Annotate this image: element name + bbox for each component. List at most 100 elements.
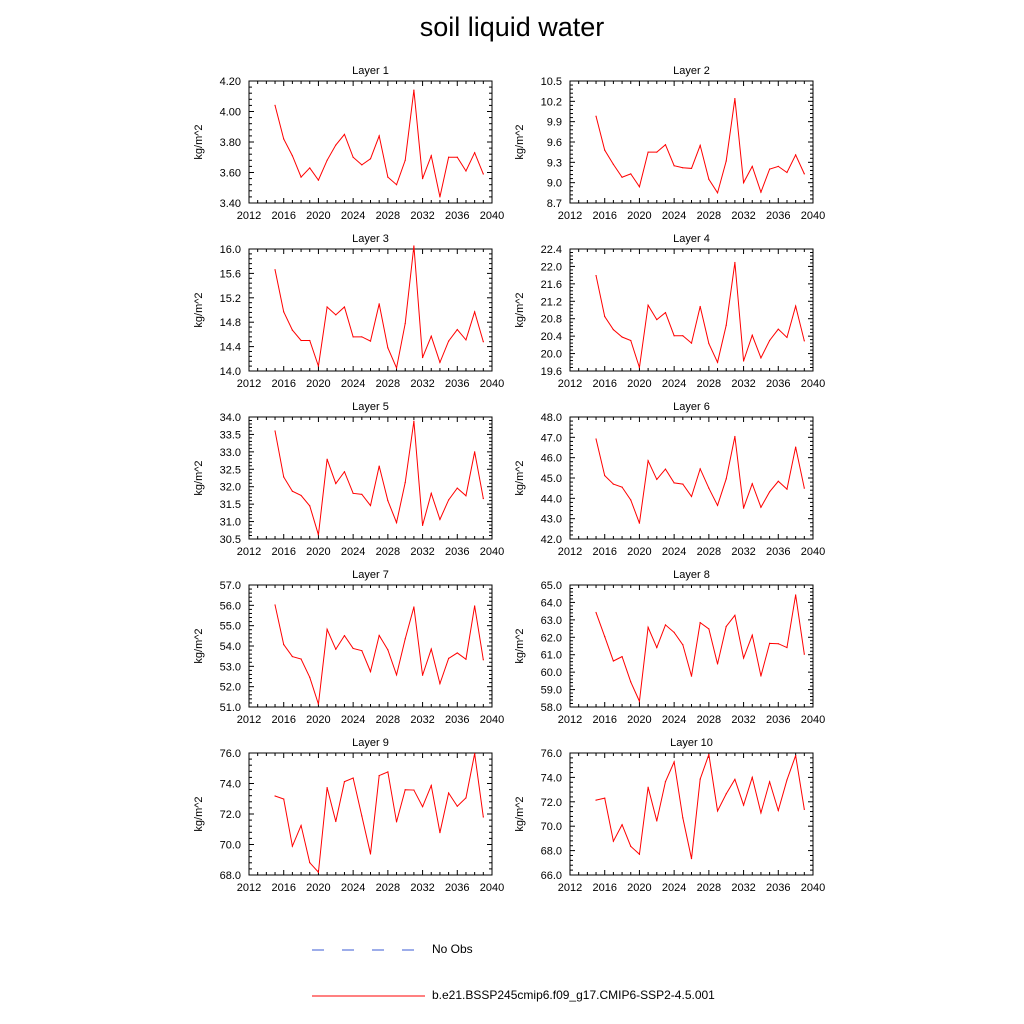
x-tick-label: 2016 xyxy=(592,882,616,894)
y-tick-label: 14.4 xyxy=(220,342,241,354)
x-tick-label: 2016 xyxy=(271,882,295,894)
data-point xyxy=(465,495,467,497)
y-tick-label: 4.20 xyxy=(220,76,241,88)
x-tick-label: 2012 xyxy=(558,210,582,222)
data-point xyxy=(317,365,320,367)
x-tick-label: 2040 xyxy=(801,546,825,558)
y-tick-label: 45.0 xyxy=(541,473,562,485)
data-point xyxy=(760,191,762,193)
x-tick-label: 2028 xyxy=(376,546,400,558)
data-point xyxy=(439,683,441,685)
data-point xyxy=(309,167,311,169)
x-tick-label: 2036 xyxy=(766,546,790,558)
data-point xyxy=(630,681,632,683)
data-point xyxy=(690,342,693,344)
series-line xyxy=(595,594,805,704)
data-point xyxy=(378,303,380,305)
x-tick-label: 2036 xyxy=(766,882,790,894)
panel-layer-9: Layer 9 kg/m^2 2012 2016 2020 2024 2028 2032 203… xyxy=(193,737,504,894)
data-point xyxy=(395,522,398,524)
data-point xyxy=(795,446,797,448)
x-tick-label: 2016 xyxy=(592,714,616,726)
x-tick-label: 2012 xyxy=(558,378,582,390)
data-point xyxy=(664,312,667,314)
data-point xyxy=(725,625,727,628)
y-tick-label: 21.6 xyxy=(541,279,562,291)
x-tick-label: 2024 xyxy=(341,546,365,558)
plot-frame xyxy=(248,752,493,876)
x-tick-label: 2012 xyxy=(237,378,261,390)
data-point xyxy=(716,192,719,194)
data-point xyxy=(621,176,623,178)
data-point xyxy=(734,435,736,438)
panel-title: Layer 1 xyxy=(352,65,389,77)
data-point xyxy=(482,816,484,818)
x-tick-label: 2028 xyxy=(697,210,721,222)
x-tick-label: 2032 xyxy=(410,546,434,558)
panel-layer-10: Layer 10 kg/m^2 2012 2016 2020 2024 2028 2032 20… xyxy=(514,737,825,894)
x-tick-label: 2028 xyxy=(697,882,721,894)
x-tick-label: 2020 xyxy=(627,210,651,222)
data-point xyxy=(361,336,363,338)
data-point xyxy=(387,347,389,349)
y-tick-label: 46.0 xyxy=(541,453,562,465)
y-tick-label: 33.0 xyxy=(220,447,241,459)
x-tick-label: 2016 xyxy=(271,378,295,390)
data-point xyxy=(656,646,658,649)
x-tick-label: 2032 xyxy=(731,546,755,558)
data-point xyxy=(404,789,406,791)
data-point xyxy=(300,658,302,660)
data-point xyxy=(612,329,614,331)
data-point xyxy=(769,491,771,493)
data-point xyxy=(795,594,797,596)
y-tick-label: 32.0 xyxy=(220,482,241,494)
plot-frame xyxy=(248,248,493,372)
data-point xyxy=(690,495,693,498)
data-point xyxy=(725,478,727,480)
y-tick-label: 48.0 xyxy=(541,412,562,424)
data-point xyxy=(612,163,614,165)
series-line xyxy=(274,245,484,370)
y-tick-label: 9.6 xyxy=(547,137,562,149)
panel-layer-7: Layer 7 kg/m^2 2012 2016 2020 2024 2028 2032 203… xyxy=(193,569,504,726)
data-point xyxy=(283,798,285,800)
data-point xyxy=(708,753,710,756)
panel-title: Layer 3 xyxy=(352,233,389,245)
data-point xyxy=(716,504,719,507)
data-point xyxy=(734,614,736,616)
y-tick-label: 64.0 xyxy=(541,597,562,609)
y-tick-label: 72.0 xyxy=(220,809,241,821)
data-point xyxy=(335,482,337,485)
data-point xyxy=(474,605,476,607)
data-point xyxy=(647,460,649,462)
y-tick-label: 76.0 xyxy=(541,748,562,760)
data-point xyxy=(421,356,424,359)
data-point xyxy=(395,184,398,186)
y-tick-label: 16.0 xyxy=(220,244,241,256)
data-point xyxy=(777,643,779,645)
data-point xyxy=(604,474,606,477)
data-point xyxy=(352,336,354,338)
data-point xyxy=(343,635,346,637)
x-tick-label: 2024 xyxy=(341,210,365,222)
data-point xyxy=(595,611,597,614)
data-point xyxy=(777,328,779,330)
data-point xyxy=(751,334,753,336)
x-tick-label: 2036 xyxy=(445,714,469,726)
data-point xyxy=(395,821,398,823)
data-point xyxy=(786,646,788,649)
x-tick-label: 2024 xyxy=(662,546,686,558)
data-point xyxy=(448,657,450,660)
data-point xyxy=(656,151,658,153)
data-point xyxy=(317,534,320,536)
data-point xyxy=(716,810,719,812)
y-tick-label: 74.0 xyxy=(220,779,241,791)
x-tick-label: 2028 xyxy=(697,714,721,726)
data-point xyxy=(664,468,667,470)
y-tick-label: 63.0 xyxy=(541,615,562,627)
y-tick-label: 19.6 xyxy=(541,366,562,378)
data-point xyxy=(690,167,693,170)
y-axis-label: kg/m^2 xyxy=(514,292,526,327)
data-point xyxy=(456,652,458,654)
